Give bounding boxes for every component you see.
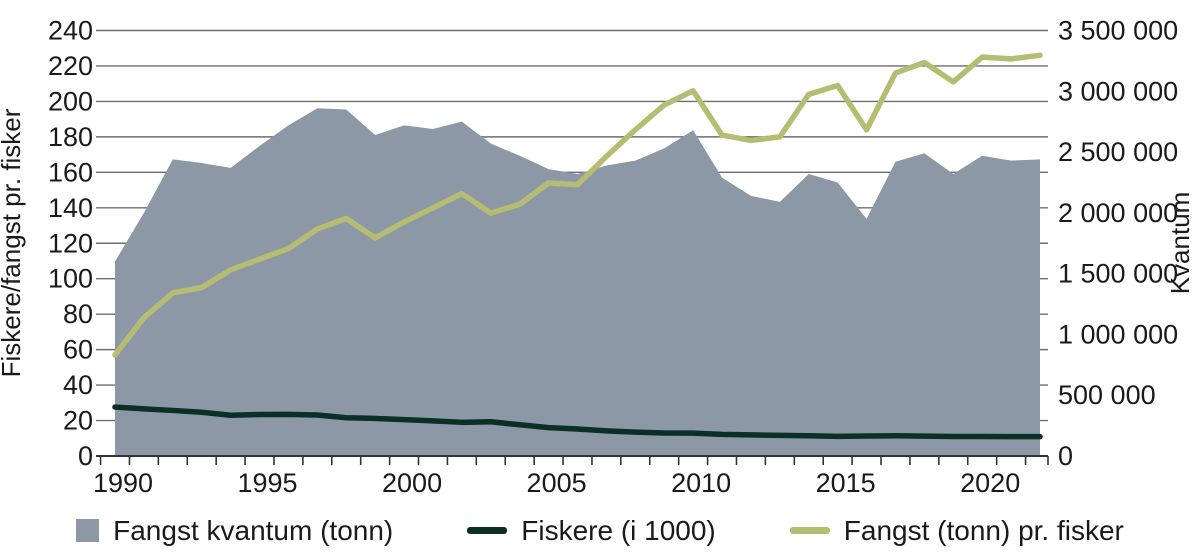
series-area-fangst-kvantum xyxy=(115,108,1040,456)
legend-item-fangst-kvantum: Fangst kvantum (tonn) xyxy=(76,515,393,547)
x-tick-label: 2020 xyxy=(960,468,1020,498)
x-tick-label: 2010 xyxy=(671,468,731,498)
y-left-tick-label: 160 xyxy=(48,157,93,187)
y-left-tick-label: 180 xyxy=(48,122,93,152)
y-right-tick-label: 3 500 000 xyxy=(1058,16,1178,46)
chart-area: 0 20 40 60 80 100 120 140 160 180 200 220 240 0 500 00… xyxy=(0,16,1195,499)
y-right-tick-label: 500 000 xyxy=(1058,380,1156,410)
y-left-tick-label: 60 xyxy=(63,335,93,365)
legend: Fangst kvantum (tonn) Fiskere (i 1000) F… xyxy=(0,503,1200,558)
legend-item-fangst-pr-fisker: Fangst (tonn) pr. fisker xyxy=(789,514,1124,547)
series-line-fangst-pr-fisker xyxy=(112,52,1043,358)
line-swatch-icon xyxy=(789,527,830,534)
legend-item-fiskere: Fiskere (i 1000) xyxy=(467,515,716,547)
y-right-tick-label: 1 500 000 xyxy=(1058,259,1178,289)
chart-canvas: 0 20 40 60 80 100 120 140 160 180 200 220 240 0 500 00… xyxy=(0,16,1195,499)
y-right-tick-label: 2 000 000 xyxy=(1058,198,1178,228)
y-left-tick-label: 200 xyxy=(48,86,93,116)
y-left-axis-title: Fiskere/fangst pr. fisker xyxy=(0,108,26,377)
legend-label: Fiskere (i 1000) xyxy=(521,514,716,546)
series-line-fiskere xyxy=(112,404,1043,440)
y-right-tick-label: 2 500 000 xyxy=(1058,137,1178,167)
legend-label: Fangst (tonn) pr. fisker xyxy=(843,514,1124,546)
y-left-tick-label: 220 xyxy=(48,51,93,81)
y-right-tick-label: 0 xyxy=(1058,441,1073,471)
y-left-tick-label: 240 xyxy=(48,16,93,46)
y-left-tick-label: 20 xyxy=(63,406,93,436)
legend-label: Fangst kvantum (tonn) xyxy=(113,514,394,546)
x-tick-label: 2005 xyxy=(527,468,587,498)
area-swatch-icon xyxy=(76,519,100,542)
y-left-tick-label: 140 xyxy=(48,193,93,223)
y-left-tick-label: 120 xyxy=(48,228,93,258)
y-right-tick-label: 1 000 000 xyxy=(1058,319,1178,349)
x-tick-label: 1995 xyxy=(237,468,297,498)
line-swatch-icon xyxy=(467,527,508,534)
x-tick-label: 1990 xyxy=(93,468,153,498)
x-tick-label: 2000 xyxy=(382,468,442,498)
x-tick-label: 2015 xyxy=(816,468,876,498)
y-right-axis-title: Kvantum xyxy=(1165,192,1195,295)
y-right-tick-label: 3 000 000 xyxy=(1058,76,1178,106)
y-left-tick-label: 40 xyxy=(63,370,93,400)
y-left-tick-label: 0 xyxy=(78,441,93,471)
y-left-tick-label: 80 xyxy=(63,299,93,329)
y-left-tick-label: 100 xyxy=(48,264,93,294)
